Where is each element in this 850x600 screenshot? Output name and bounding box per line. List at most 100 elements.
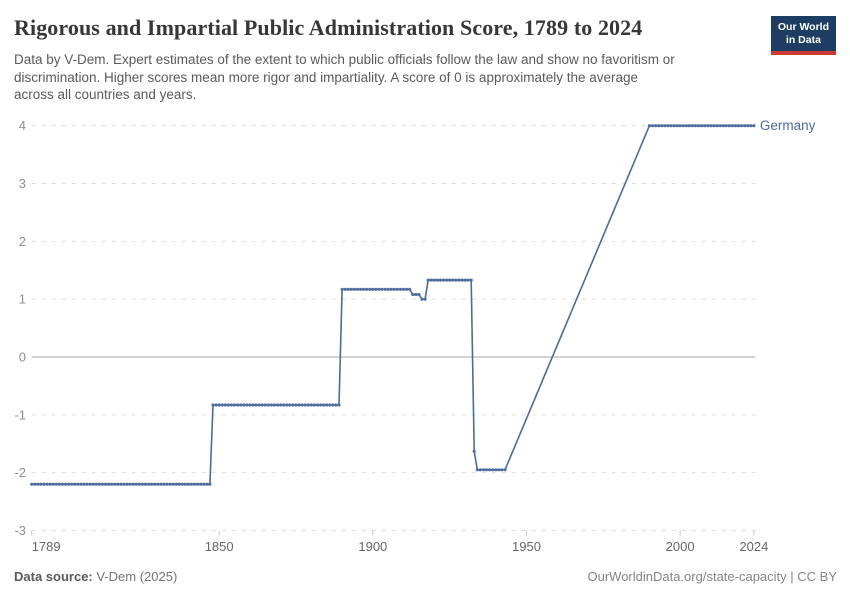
- data-point: [79, 482, 83, 486]
- entity-label-germany[interactable]: Germany: [760, 118, 816, 133]
- data-point: [672, 124, 676, 128]
- data-point: [177, 482, 181, 486]
- data-point: [266, 403, 270, 407]
- y-axis-labels: 4 3 2 1 0 -1 -2 -3: [14, 118, 26, 538]
- data-point: [159, 482, 163, 486]
- data-point: [712, 124, 716, 128]
- data-point: [721, 124, 725, 128]
- y-tick-label: -2: [14, 465, 26, 480]
- data-point: [432, 278, 436, 282]
- chart-subtitle: Data by V-Dem. Expert estimates of the e…: [14, 51, 774, 104]
- data-point: [647, 124, 652, 128]
- data-point: [395, 287, 399, 291]
- data-point: [328, 403, 332, 407]
- data-point: [306, 403, 310, 407]
- data-point: [497, 468, 501, 472]
- data-point: [414, 292, 418, 297]
- data-point: [703, 124, 707, 128]
- data-point: [125, 482, 129, 486]
- data-point: [457, 278, 461, 282]
- x-tick-label: 2024: [739, 539, 768, 554]
- data-point: [675, 124, 679, 128]
- data-point: [113, 482, 117, 486]
- data-point: [322, 403, 326, 407]
- data-point: [660, 124, 664, 128]
- data-point: [749, 124, 753, 128]
- data-point: [491, 468, 495, 472]
- data-point: [85, 482, 89, 486]
- data-line-germany[interactable]: [30, 124, 755, 486]
- data-point: [106, 482, 111, 486]
- y-tick-label: 2: [19, 234, 26, 249]
- data-point: [220, 403, 224, 407]
- data-point: [355, 287, 360, 291]
- data-point: [285, 403, 289, 407]
- data-point: [709, 124, 713, 128]
- data-point: [405, 287, 409, 291]
- data-point: [417, 292, 421, 297]
- data-point: [100, 482, 104, 486]
- x-tick-label: 1900: [358, 539, 387, 554]
- data-point: [429, 278, 433, 282]
- data-point: [42, 482, 46, 486]
- data-point: [276, 403, 280, 407]
- data-point: [715, 124, 719, 128]
- data-point: [186, 482, 190, 486]
- data-point: [349, 287, 353, 291]
- data-point: [494, 468, 498, 472]
- data-point: [205, 482, 209, 486]
- data-point: [153, 482, 157, 486]
- data-point: [63, 482, 68, 486]
- data-point: [654, 124, 658, 128]
- data-point: [97, 482, 101, 486]
- data-point: [251, 403, 255, 407]
- data-point: [150, 482, 154, 486]
- data-point: [303, 403, 307, 407]
- data-point: [263, 403, 267, 407]
- data-point: [168, 482, 172, 486]
- data-point: [82, 482, 86, 486]
- data-point: [116, 482, 120, 486]
- data-point: [334, 403, 338, 407]
- data-point: [441, 278, 446, 282]
- data-point: [706, 124, 710, 128]
- data-point: [245, 403, 249, 407]
- data-point: [254, 403, 258, 407]
- data-point: [693, 124, 698, 128]
- data-point: [110, 482, 114, 486]
- data-point: [724, 124, 728, 128]
- credit-link[interactable]: OurWorldinData.org/state-capacity | CC B…: [587, 569, 837, 584]
- data-point: [337, 403, 341, 407]
- data-point: [666, 124, 670, 128]
- data-point: [131, 482, 135, 486]
- data-point: [340, 287, 344, 291]
- data-point: [279, 403, 283, 407]
- subtitle-line: across all countries and years.: [14, 87, 197, 102]
- data-point: [239, 403, 243, 407]
- data-point: [358, 287, 363, 291]
- data-point: [451, 278, 455, 282]
- data-point: [383, 287, 387, 291]
- x-tick-label: 1789: [32, 539, 61, 554]
- chart-title: Rigorous and Impartial Public Administra…: [14, 15, 643, 40]
- data-point: [199, 482, 203, 486]
- data-point: [315, 403, 320, 407]
- data-point: [288, 403, 292, 407]
- data-point: [398, 287, 403, 291]
- data-point: [463, 278, 467, 282]
- data-point: [475, 468, 479, 472]
- data-point: [325, 403, 329, 407]
- data-point: [438, 278, 442, 282]
- data-point: [730, 124, 735, 128]
- data-point: [300, 403, 304, 407]
- data-point: [171, 482, 175, 486]
- data-point: [232, 403, 237, 407]
- data-point: [67, 482, 71, 486]
- data-point: [156, 482, 160, 486]
- data-point: [272, 403, 277, 407]
- data-point: [460, 278, 464, 282]
- owid-logo[interactable]: Our World in Data: [770, 16, 836, 55]
- data-point: [420, 297, 424, 301]
- data-point: [54, 482, 58, 486]
